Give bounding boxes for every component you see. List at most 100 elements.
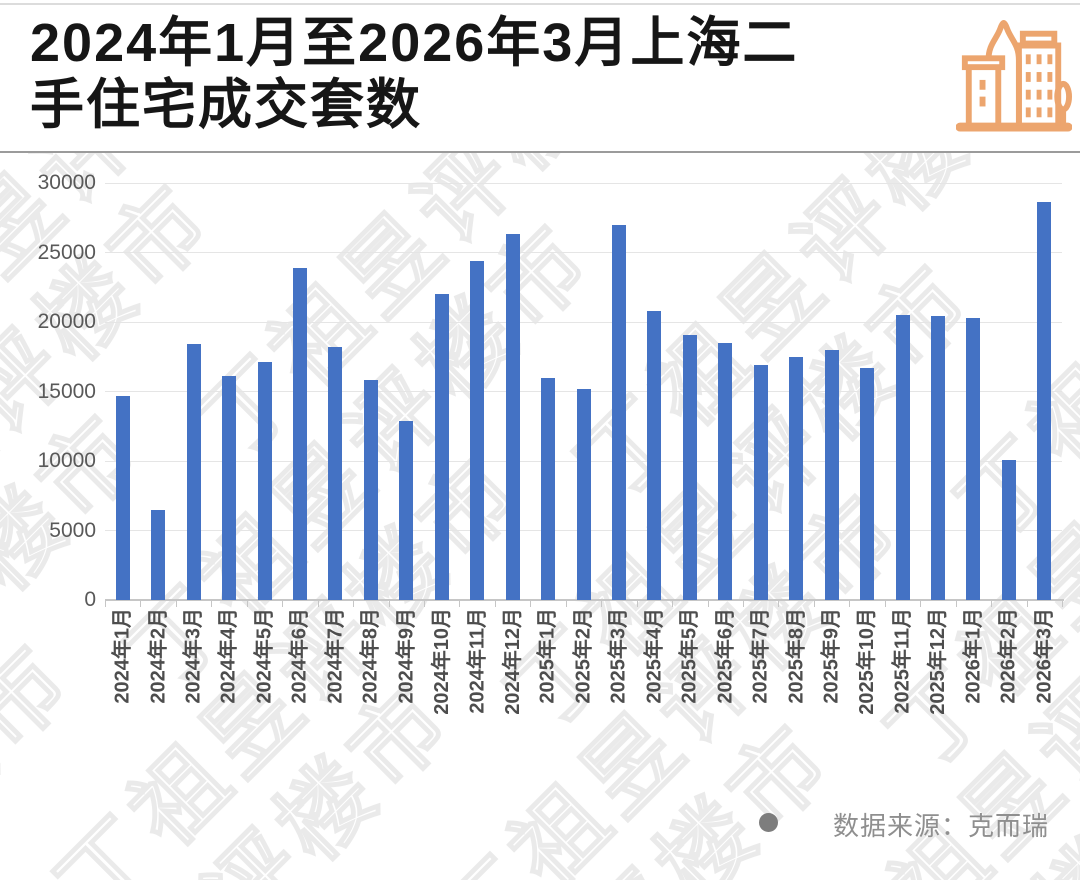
y-axis-label-20000: 20000 bbox=[37, 310, 96, 333]
page-title-line2: 手住宅成交套数 bbox=[30, 75, 422, 135]
bar-2024年2月 bbox=[151, 509, 166, 600]
x-axis-label-2025年6月: 2025年6月 bbox=[714, 608, 737, 704]
x-axis-tick bbox=[707, 601, 709, 607]
bar-2025年2月 bbox=[576, 388, 591, 600]
y-axis-label-15000: 15000 bbox=[37, 379, 96, 403]
x-axis-tick bbox=[424, 601, 425, 607]
bar-2025年9月 bbox=[824, 349, 839, 600]
x-axis-tick bbox=[1062, 601, 1063, 607]
x-axis-label-2025年7月: 2025年7月 bbox=[749, 608, 772, 704]
bar-2024年8月 bbox=[363, 380, 378, 600]
x-axis-label-2025年9月: 2025年9月 bbox=[820, 608, 843, 704]
bar-2025年11月 bbox=[895, 315, 910, 600]
bar-2024年1月 bbox=[115, 395, 130, 600]
bar-2024年10月 bbox=[434, 294, 449, 600]
bar-2025年12月 bbox=[930, 316, 945, 600]
x-axis-tick bbox=[494, 601, 496, 607]
x-axis-label-2024年1月: 2024年1月 bbox=[111, 608, 134, 704]
x-axis-label-2026年1月: 2026年1月 bbox=[962, 608, 985, 704]
page-title: 2024年1月至2026年3月上海二 手住宅成交套数 bbox=[30, 12, 930, 136]
bar-2025年7月 bbox=[753, 365, 768, 600]
x-axis-label-2025年1月: 2025年1月 bbox=[537, 608, 560, 704]
x-axis-tick bbox=[353, 601, 355, 607]
bar-2024年12月 bbox=[505, 234, 520, 600]
x-axis-label-2024年2月: 2024年2月 bbox=[147, 608, 170, 704]
bar-2024年4月 bbox=[222, 376, 237, 600]
x-axis-tick bbox=[813, 601, 815, 607]
x-axis-tick bbox=[778, 601, 780, 607]
bar-chart: 丁祖昱评楼市 丁祖昱评楼市 丁祖昱评楼市 丁祖昱评楼市 丁祖昱评楼市 丁祖昱评楼市 丁祖昱评… bbox=[0, 153, 1080, 880]
x-axis-label-2026年2月: 2026年2月 bbox=[997, 608, 1020, 704]
x-axis-tick bbox=[920, 601, 922, 607]
bar-2025年1月 bbox=[541, 377, 556, 600]
x-axis-label-2024年6月: 2024年6月 bbox=[288, 608, 311, 704]
x-axis-tick bbox=[991, 601, 993, 607]
x-axis-tick bbox=[211, 601, 213, 607]
building-windows bbox=[1025, 54, 1053, 118]
x-axis-label-2025年11月: 2025年11月 bbox=[891, 608, 914, 714]
y-axis-label-10000: 10000 bbox=[37, 449, 96, 472]
x-axis-tick bbox=[175, 601, 177, 607]
x-axis-label-2025年3月: 2025年3月 bbox=[607, 608, 630, 704]
gridline-25000 bbox=[105, 252, 1062, 253]
x-axis-tick bbox=[140, 601, 142, 607]
bar-2024年6月 bbox=[292, 267, 307, 600]
x-axis-label-2024年12月: 2024年12月 bbox=[501, 608, 524, 715]
x-axis-label-2025年5月: 2025年5月 bbox=[678, 608, 701, 704]
bar-2026年3月 bbox=[1037, 202, 1052, 600]
y-axis-label-25000: 25000 bbox=[37, 240, 96, 264]
x-axis-line bbox=[105, 599, 1064, 601]
x-axis-tick bbox=[884, 601, 886, 607]
x-axis-tick bbox=[743, 601, 744, 607]
x-axis-tick bbox=[849, 601, 851, 607]
bar-2026年1月 bbox=[966, 317, 981, 600]
x-axis-label-2024年3月: 2024年3月 bbox=[182, 608, 205, 704]
y-axis-label-5000: 5000 bbox=[49, 518, 96, 542]
x-axis-tick bbox=[636, 601, 638, 607]
x-axis-label-2025年2月: 2025年2月 bbox=[572, 608, 595, 704]
x-axis-label-2024年7月: 2024年7月 bbox=[324, 608, 347, 704]
bar-2025年6月 bbox=[718, 342, 733, 600]
x-axis-tick bbox=[105, 601, 106, 607]
bar-2025年10月 bbox=[860, 367, 875, 600]
top-border-line bbox=[0, 3, 1080, 5]
gridline-20000 bbox=[105, 321, 1062, 323]
data-source-label: 数据来源：克而瑞 bbox=[833, 811, 1050, 841]
x-axis-label-2025年12月: 2025年12月 bbox=[926, 608, 949, 715]
x-axis-label-2024年8月: 2024年8月 bbox=[359, 608, 382, 704]
bar-2025年5月 bbox=[682, 334, 697, 600]
bar-2025年8月 bbox=[789, 356, 804, 600]
x-axis-tick bbox=[565, 601, 567, 607]
bar-2025年4月 bbox=[647, 310, 662, 600]
dot-icon bbox=[759, 813, 778, 832]
x-axis-tick bbox=[955, 601, 957, 607]
x-axis-label-2025年4月: 2025年4月 bbox=[643, 608, 666, 704]
bar-2024年11月 bbox=[470, 260, 485, 600]
x-axis-tick bbox=[601, 601, 603, 607]
x-axis-tick bbox=[530, 601, 532, 607]
bar-2024年7月 bbox=[328, 347, 343, 600]
x-axis-label-2024年9月: 2024年9月 bbox=[395, 608, 418, 704]
x-axis-label-2025年8月: 2025年8月 bbox=[785, 608, 808, 704]
x-axis-tick bbox=[388, 601, 390, 607]
x-axis-label-2024年5月: 2024年5月 bbox=[253, 608, 276, 704]
x-axis-tick bbox=[672, 601, 674, 607]
bar-2024年9月 bbox=[399, 420, 414, 600]
y-axis-label-0: 0 bbox=[84, 588, 96, 611]
x-axis-tick bbox=[317, 601, 319, 607]
x-axis-tick bbox=[282, 601, 284, 607]
x-axis-tick bbox=[246, 601, 248, 607]
bar-2024年3月 bbox=[186, 344, 201, 600]
title-divider bbox=[0, 151, 1080, 153]
x-axis-tick bbox=[459, 601, 461, 607]
page-title-line1: 2024年1月至2026年3月上海二 bbox=[30, 13, 799, 73]
city-buildings-icon bbox=[956, 19, 1072, 132]
x-axis-label-2024年11月: 2024年11月 bbox=[466, 608, 489, 714]
bar-2026年2月 bbox=[1001, 459, 1016, 600]
x-axis-label-2025年10月: 2025年10月 bbox=[856, 608, 879, 715]
bar-2024年5月 bbox=[257, 362, 272, 600]
x-axis-tick bbox=[1026, 601, 1028, 607]
bar-2025年3月 bbox=[611, 224, 626, 600]
x-axis-label-2026年3月: 2026年3月 bbox=[1033, 608, 1056, 704]
plot-area: 0 5000 10000 15000 20000 25000 30000 2024年1月 202… bbox=[0, 153, 1080, 880]
